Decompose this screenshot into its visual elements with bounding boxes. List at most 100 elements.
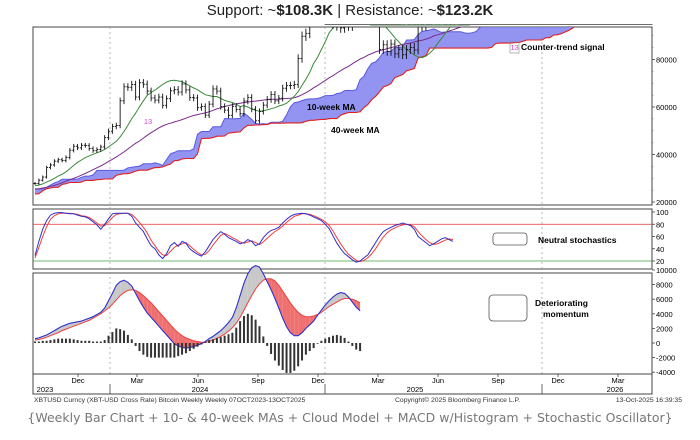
macd-histogram-bar	[123, 330, 126, 343]
macd-histogram-bar	[130, 339, 133, 343]
x-axis-band	[32, 373, 653, 395]
macd-fill-segment	[336, 292, 341, 303]
macd-histogram-bar	[61, 338, 64, 343]
macd-histogram-bar	[161, 343, 164, 358]
macd-fill-segment	[298, 312, 303, 336]
counter-trend-marker-box	[509, 41, 520, 54]
macd-highlight-box	[488, 294, 528, 322]
month-label: Jun	[192, 376, 204, 385]
month-label: Dec	[551, 376, 565, 385]
macd-histogram-bar	[266, 343, 269, 346]
macd-histogram-bar	[219, 337, 222, 343]
macd-histogram-bar	[177, 343, 180, 357]
title-separator: |	[333, 2, 346, 19]
ma40-line	[34, 27, 463, 190]
macd-fill-segment	[228, 317, 233, 332]
macd-histogram-bar	[242, 315, 245, 343]
macd-histogram-bar	[250, 315, 253, 343]
neutral-stochastics-label: Neutral stochastics	[538, 235, 617, 245]
macd-tick-label: -2000	[656, 354, 675, 363]
price-plot-group	[33, 27, 575, 195]
macd-fill-segment	[147, 299, 152, 318]
macd-histogram-bar	[227, 334, 230, 343]
macd-fill-segment	[259, 267, 264, 284]
ma10-label: 10-week MA	[307, 102, 356, 112]
macd-histogram-bar	[308, 343, 311, 352]
fib-label: 61.8% 94232.852	[400, 24, 459, 27]
macd-histogram-bar	[316, 343, 319, 344]
macd-fill-segment	[154, 307, 159, 327]
year-label: 2026	[607, 385, 624, 394]
macd-histogram-bar	[138, 343, 141, 352]
counter-trend-marker: 13	[510, 43, 518, 52]
ma40-label: 40-week MA	[331, 125, 380, 135]
exhaustion-marker: 13	[144, 117, 152, 126]
macd-histogram-bar	[107, 335, 110, 343]
macd-tick-label: 2000	[656, 324, 673, 333]
macd-histogram-bar	[254, 319, 257, 343]
stoch-d-line	[34, 212, 454, 263]
macd-fill-segment	[274, 280, 279, 308]
macd-fill-segment	[139, 292, 144, 308]
macd-fill-segment	[120, 280, 125, 296]
price-tick-label: 60000	[656, 103, 677, 112]
macd-histogram-bar	[285, 343, 288, 373]
macd-fill-segment	[116, 281, 121, 300]
ma10-line	[34, 27, 451, 187]
macd-histogram-bar	[235, 327, 238, 343]
macd-histogram-bar	[339, 335, 342, 343]
macd-histogram-bar	[165, 343, 168, 358]
macd-histogram-bar	[324, 338, 327, 343]
macd-histogram-bar	[119, 329, 122, 343]
macd-histogram-bar	[68, 338, 71, 343]
macd-histogram-bar	[289, 343, 292, 373]
macd-histogram-bar	[215, 337, 218, 343]
macd-histogram-bar	[208, 340, 211, 343]
macd-fill-segment	[124, 280, 128, 293]
macd-fill-segment	[127, 282, 132, 291]
stoch-tick-label: 40	[656, 245, 664, 254]
macd-histogram-bar	[262, 336, 265, 343]
macd-fill-segment	[290, 302, 295, 336]
month-label: Mar	[131, 376, 144, 385]
stoch-tick-label: 100	[656, 208, 669, 217]
price-panel-frame	[32, 26, 653, 206]
macd-fill-segment	[220, 326, 225, 337]
deteriorating-label: Deteriorating	[535, 298, 588, 308]
counter-trend-label: Counter-trend signal	[521, 42, 605, 52]
cloud-edge-top	[35, 27, 482, 190]
macd-fill-segment	[58, 326, 63, 333]
macd-histogram-bar	[153, 343, 156, 358]
macd-histogram-bar	[355, 343, 358, 350]
price-tick-label: 40000	[656, 151, 677, 160]
macd-fill-segment	[236, 295, 241, 324]
month-label: Jun	[432, 376, 444, 385]
macd-histogram-bar	[304, 343, 307, 355]
macd-histogram-bar	[150, 343, 153, 358]
macd-histogram-bar	[64, 338, 67, 343]
macd-tick-label: 10000	[656, 266, 677, 275]
macd-histogram-bar	[72, 339, 75, 343]
macd-fill-segment	[286, 297, 291, 333]
macd-histogram-bar	[95, 341, 98, 343]
cloud-edge-bottom	[34, 27, 575, 195]
macd-histogram-bar	[41, 340, 44, 343]
resistance-label: Resistance: ~	[345, 2, 437, 19]
macd-histogram-bar	[76, 340, 79, 343]
support-label: Support: ~	[206, 2, 277, 19]
macd-panel-frame	[32, 272, 653, 375]
macd-histogram-bar	[92, 341, 95, 343]
macd-histogram-bar	[99, 341, 102, 343]
macd-histogram-bar	[45, 340, 48, 343]
macd-histogram-bar	[57, 338, 60, 343]
macd-histogram-bar	[84, 340, 87, 343]
macd-fill-segment	[151, 302, 155, 322]
macd-histogram-bar	[157, 343, 160, 358]
macd-histogram-bar	[347, 341, 350, 343]
macd-histogram-bar	[223, 335, 226, 343]
macd-fill-segment	[356, 300, 361, 311]
macd-histogram-bar	[200, 343, 203, 345]
macd-histogram-bar	[181, 343, 184, 355]
macd-fill-segment	[340, 292, 345, 300]
macd-histogram-bar	[204, 342, 207, 343]
